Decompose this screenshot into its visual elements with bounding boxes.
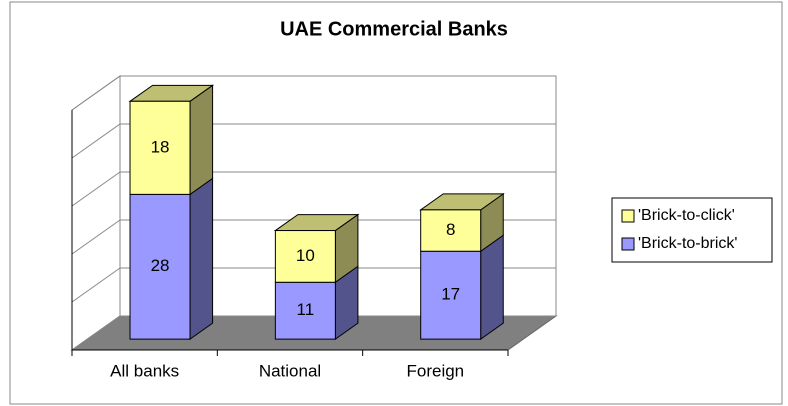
legend-swatch [621,209,635,223]
bar [420,250,482,340]
data-label: 28 [151,256,170,275]
bar [129,193,191,340]
legend-swatch [621,237,635,251]
chart-title: UAE Commercial Banks [280,18,508,40]
bar [420,209,482,252]
plot-area: All banks 28 18 National 11 10 Foreign 17 8 [70,75,558,380]
bar [274,281,336,340]
bar-side [189,84,214,196]
legend: 'Brick-to-click' 'Brick-to-brick' [611,197,773,263]
grid-line [71,315,121,351]
x-tick-label: Foreign [407,361,465,380]
data-label: 18 [151,137,170,156]
side-wall [71,75,121,351]
grid-line [71,171,121,207]
grid-line [71,219,121,255]
bar-side [480,234,504,341]
data-label: 17 [441,285,460,304]
bar [274,230,336,283]
x-tick-label: All banks [110,361,179,380]
legend-box [611,197,773,263]
data-label: 10 [296,246,315,265]
legend-label: 'Brick-to-brick' [638,235,737,252]
grid-line [71,123,121,159]
data-label: 11 [297,300,315,319]
x-tick-label: National [259,361,321,380]
grid-line [71,267,121,303]
bar-side [189,177,214,341]
data-label: 8 [446,220,455,239]
legend-label: 'Brick-to-click' [638,207,735,224]
grid-line [71,75,121,111]
bar [129,100,191,195]
